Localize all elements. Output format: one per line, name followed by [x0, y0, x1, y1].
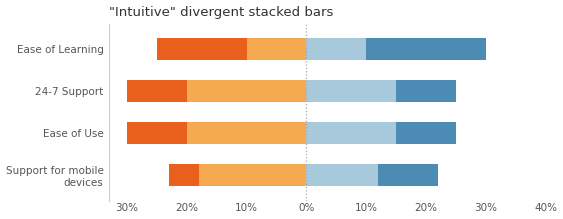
Bar	[157, 38, 247, 60]
Bar	[306, 80, 396, 102]
Bar	[396, 80, 456, 102]
Text: "Intuitive" divergent stacked bars: "Intuitive" divergent stacked bars	[109, 5, 333, 19]
Bar	[306, 38, 366, 60]
Bar	[199, 164, 306, 186]
Bar	[247, 38, 306, 60]
Bar	[187, 80, 306, 102]
Bar	[396, 122, 456, 144]
Bar	[127, 122, 187, 144]
Bar	[306, 122, 396, 144]
Bar	[127, 80, 187, 102]
Bar	[306, 164, 378, 186]
Bar	[366, 38, 486, 60]
Bar	[378, 164, 438, 186]
Bar	[169, 164, 199, 186]
Bar	[187, 122, 306, 144]
